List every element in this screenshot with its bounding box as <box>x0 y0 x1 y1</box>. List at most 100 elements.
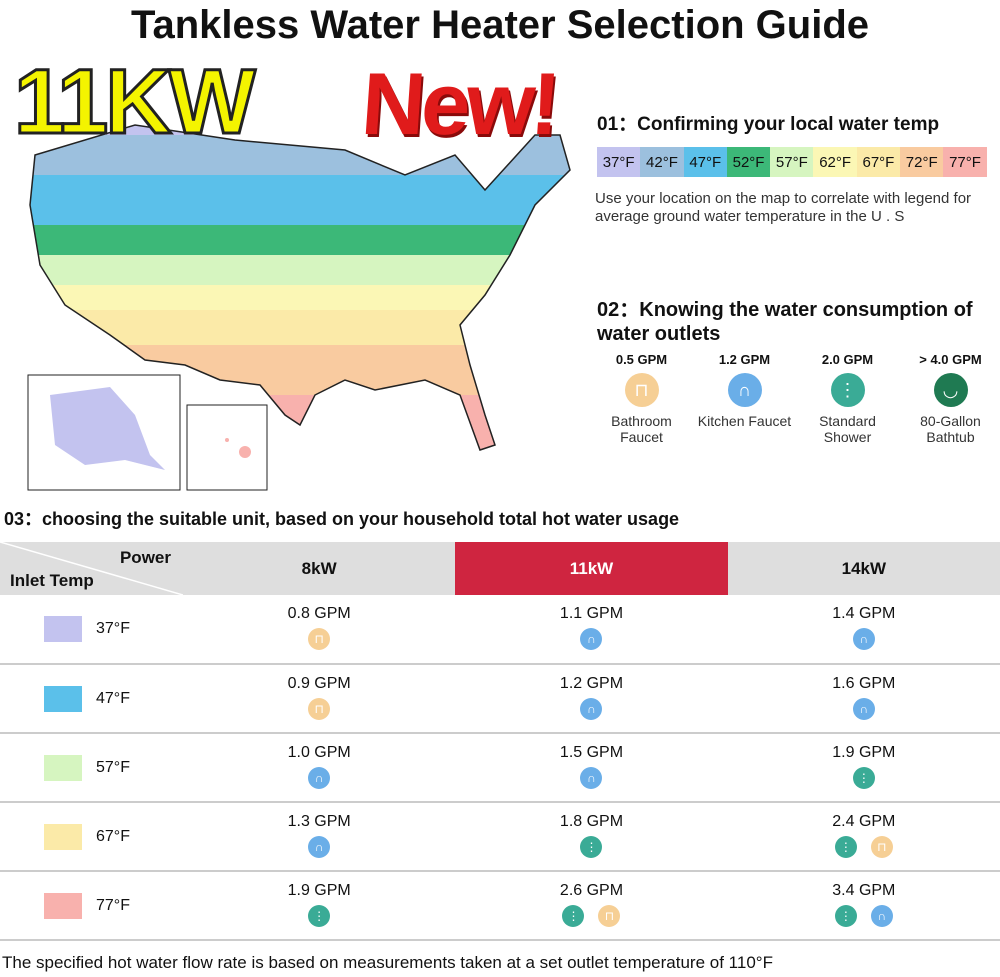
hawaii-inset <box>186 404 268 491</box>
shower-icon: ⋮ <box>308 905 331 927</box>
flow-cell: 0.9 GPM ⊓ <box>183 664 456 734</box>
inlet-temp-cell: 47°F <box>0 664 183 734</box>
shower-icon: ⋮ <box>580 836 603 858</box>
outlet-label: Standard Shower <box>819 413 876 445</box>
table-row: 77°F 1.9 GPM ⋮ 2.6 GPM ⋮ ⊓ 3.4 GPM ⋮ ∩ <box>0 871 1000 941</box>
shower-icon: ⋮ <box>852 767 875 789</box>
outlet-gpm: > 4.0 GPM <box>919 352 982 367</box>
flow-rate: 2.4 GPM <box>832 813 896 830</box>
flow-cell: 1.9 GPM ⋮ <box>727 733 1000 803</box>
selection-table: Power Inlet Temp 8kW 11kW 14kW 37°F 0.8 G… <box>0 542 1000 941</box>
bathroom-faucet-icon: ⊓ <box>598 905 621 927</box>
kitchen-faucet-icon: ∩ <box>580 698 603 720</box>
outlet-label: Kitchen Faucet <box>697 413 792 429</box>
outlet-list: 0.5 GPM ⊓ Bathroom Faucet 1.2 GPM ∩ Kitchen F… <box>590 352 1000 445</box>
inlet-temp-cell: 57°F <box>0 733 183 803</box>
inlet-temp-label: Inlet Temp <box>10 571 94 590</box>
inlet-temp-cell: 67°F <box>0 802 183 872</box>
flow-rate: 1.3 GPM <box>287 813 351 830</box>
kitchen-faucet-icon: ∩ <box>308 836 331 858</box>
table-row: 67°F 1.3 GPM ∩ 1.8 GPM ⋮ 2.4 GPM ⋮ ⊓ <box>0 802 1000 872</box>
legend-swatch: 57°F <box>770 147 814 177</box>
page-title: Tankless Water Heater Selection Guide <box>130 3 870 47</box>
inlet-temp: 57°F <box>96 758 130 776</box>
us-water-temp-map <box>27 124 571 491</box>
legend-swatch: 72°F <box>900 147 944 177</box>
inlet-temp: 77°F <box>96 896 130 914</box>
flow-rate: 2.6 GPM <box>559 882 624 899</box>
flow-rate: 1.9 GPM <box>287 882 351 899</box>
map-temp-band <box>30 225 570 255</box>
column-8kw: 8kW <box>183 542 456 595</box>
promo-power: 11KW <box>13 51 258 154</box>
section2-heading: 02：Knowing the water consumption of wate… <box>597 299 973 345</box>
flow-cell: 1.5 GPM ∩ <box>455 733 728 803</box>
kitchen-faucet-icon: ∩ <box>580 628 603 650</box>
flow-cell: 1.9 GPM ⋮ <box>183 871 456 941</box>
kitchen-faucet-icon: ∩ <box>727 373 762 407</box>
temp-swatch <box>44 892 82 919</box>
section1-heading: 01：Confirming your local water temp <box>597 114 940 135</box>
outlet-gpm: 2.0 GPM <box>821 352 874 367</box>
outlet-gpm: 1.2 GPM <box>718 352 771 367</box>
section1-description: Use your location on the map to correlat… <box>595 190 972 225</box>
table-row: 47°F 0.9 GPM ⊓ 1.2 GPM ∩ 1.6 GPM ∩ <box>0 664 1000 734</box>
flow-rate: 1.1 GPM <box>559 605 624 622</box>
bathroom-faucet-icon: ⊓ <box>624 373 659 407</box>
shower-icon: ⋮ <box>830 373 865 407</box>
flow-rate: 1.5 GPM <box>559 744 624 761</box>
outlet-gpm: 0.5 GPM <box>615 352 668 367</box>
kitchen-faucet-icon: ∩ <box>308 767 331 789</box>
flow-cell: 1.0 GPM ∩ <box>183 733 456 803</box>
legend-swatch: 47°F <box>683 147 727 177</box>
temp-swatch <box>44 616 82 642</box>
flow-rate: 1.4 GPM <box>832 605 896 622</box>
inlet-temp-cell: 77°F <box>0 871 183 941</box>
bathroom-faucet-icon: ⊓ <box>308 628 331 650</box>
temp-swatch <box>44 685 82 712</box>
inlet-temp: 37°F <box>96 620 130 638</box>
inlet-temp: 47°F <box>96 689 130 707</box>
flow-cell: 1.8 GPM ⋮ <box>455 802 728 872</box>
inlet-temp: 67°F <box>96 827 130 845</box>
shower-icon: ⋮ <box>834 905 857 927</box>
map-temp-band <box>30 285 570 310</box>
map-temp-band <box>30 255 570 285</box>
flow-cell: 1.3 GPM ∩ <box>183 802 456 872</box>
flow-cell: 1.6 GPM ∩ <box>727 664 1000 734</box>
flow-rate: 0.9 GPM <box>287 675 351 692</box>
flow-rate: 0.8 GPM <box>287 605 351 622</box>
outlet-label: 80-Gallon Bathtub <box>920 413 981 445</box>
legend-swatch: 77°F <box>943 147 987 177</box>
flow-rate: 3.4 GPM <box>832 882 896 899</box>
bathroom-faucet-icon: ⊓ <box>308 698 331 720</box>
flow-cell: 2.4 GPM ⋮ ⊓ <box>727 802 1000 872</box>
temp-swatch <box>44 754 82 781</box>
table-row: 57°F 1.0 GPM ∩ 1.5 GPM ∩ 1.9 GPM ⋮ <box>0 733 1000 803</box>
outlet-shower: 2.0 GPM ⋮ Standard Shower <box>796 352 899 445</box>
inlet-temp-cell: 37°F <box>0 595 183 665</box>
shower-icon: ⋮ <box>562 905 585 927</box>
column-11kw: 11kW <box>455 542 728 595</box>
flow-rate: 1.6 GPM <box>832 675 896 692</box>
kitchen-faucet-icon: ∩ <box>870 905 893 927</box>
footnote: The specified hot water flow rate is bas… <box>2 953 773 972</box>
temp-legend: 37°F 42°F 47°F 52°F 57°F 62°F 67°F 72°F 77°F <box>597 147 987 177</box>
kitchen-faucet-icon: ∩ <box>852 698 875 720</box>
flow-cell: 1.1 GPM ∩ <box>455 595 728 665</box>
flow-rate: 1.9 GPM <box>832 744 896 761</box>
outlet-kitchen-faucet: 1.2 GPM ∩ Kitchen Faucet <box>693 352 796 445</box>
flow-rate: 1.8 GPM <box>559 813 624 830</box>
map-temp-band <box>30 310 570 345</box>
legend-swatch: 37°F <box>597 147 641 177</box>
column-14kw: 14kW <box>727 542 1000 595</box>
section3-heading: 03：choosing the suitable unit, based on … <box>4 509 680 529</box>
legend-swatch: 62°F <box>813 147 857 177</box>
outlet-bathroom-faucet: 0.5 GPM ⊓ Bathroom Faucet <box>590 352 693 445</box>
outlet-label: Bathroom Faucet <box>611 413 672 445</box>
flow-cell: 1.4 GPM ∩ <box>727 595 1000 665</box>
kitchen-faucet-icon: ∩ <box>580 767 603 789</box>
table-row: 37°F 0.8 GPM ⊓ 1.1 GPM ∩ 1.4 GPM ∩ <box>0 595 1000 665</box>
bathtub-icon: ◡ <box>933 373 968 407</box>
map-temp-band <box>30 175 570 225</box>
